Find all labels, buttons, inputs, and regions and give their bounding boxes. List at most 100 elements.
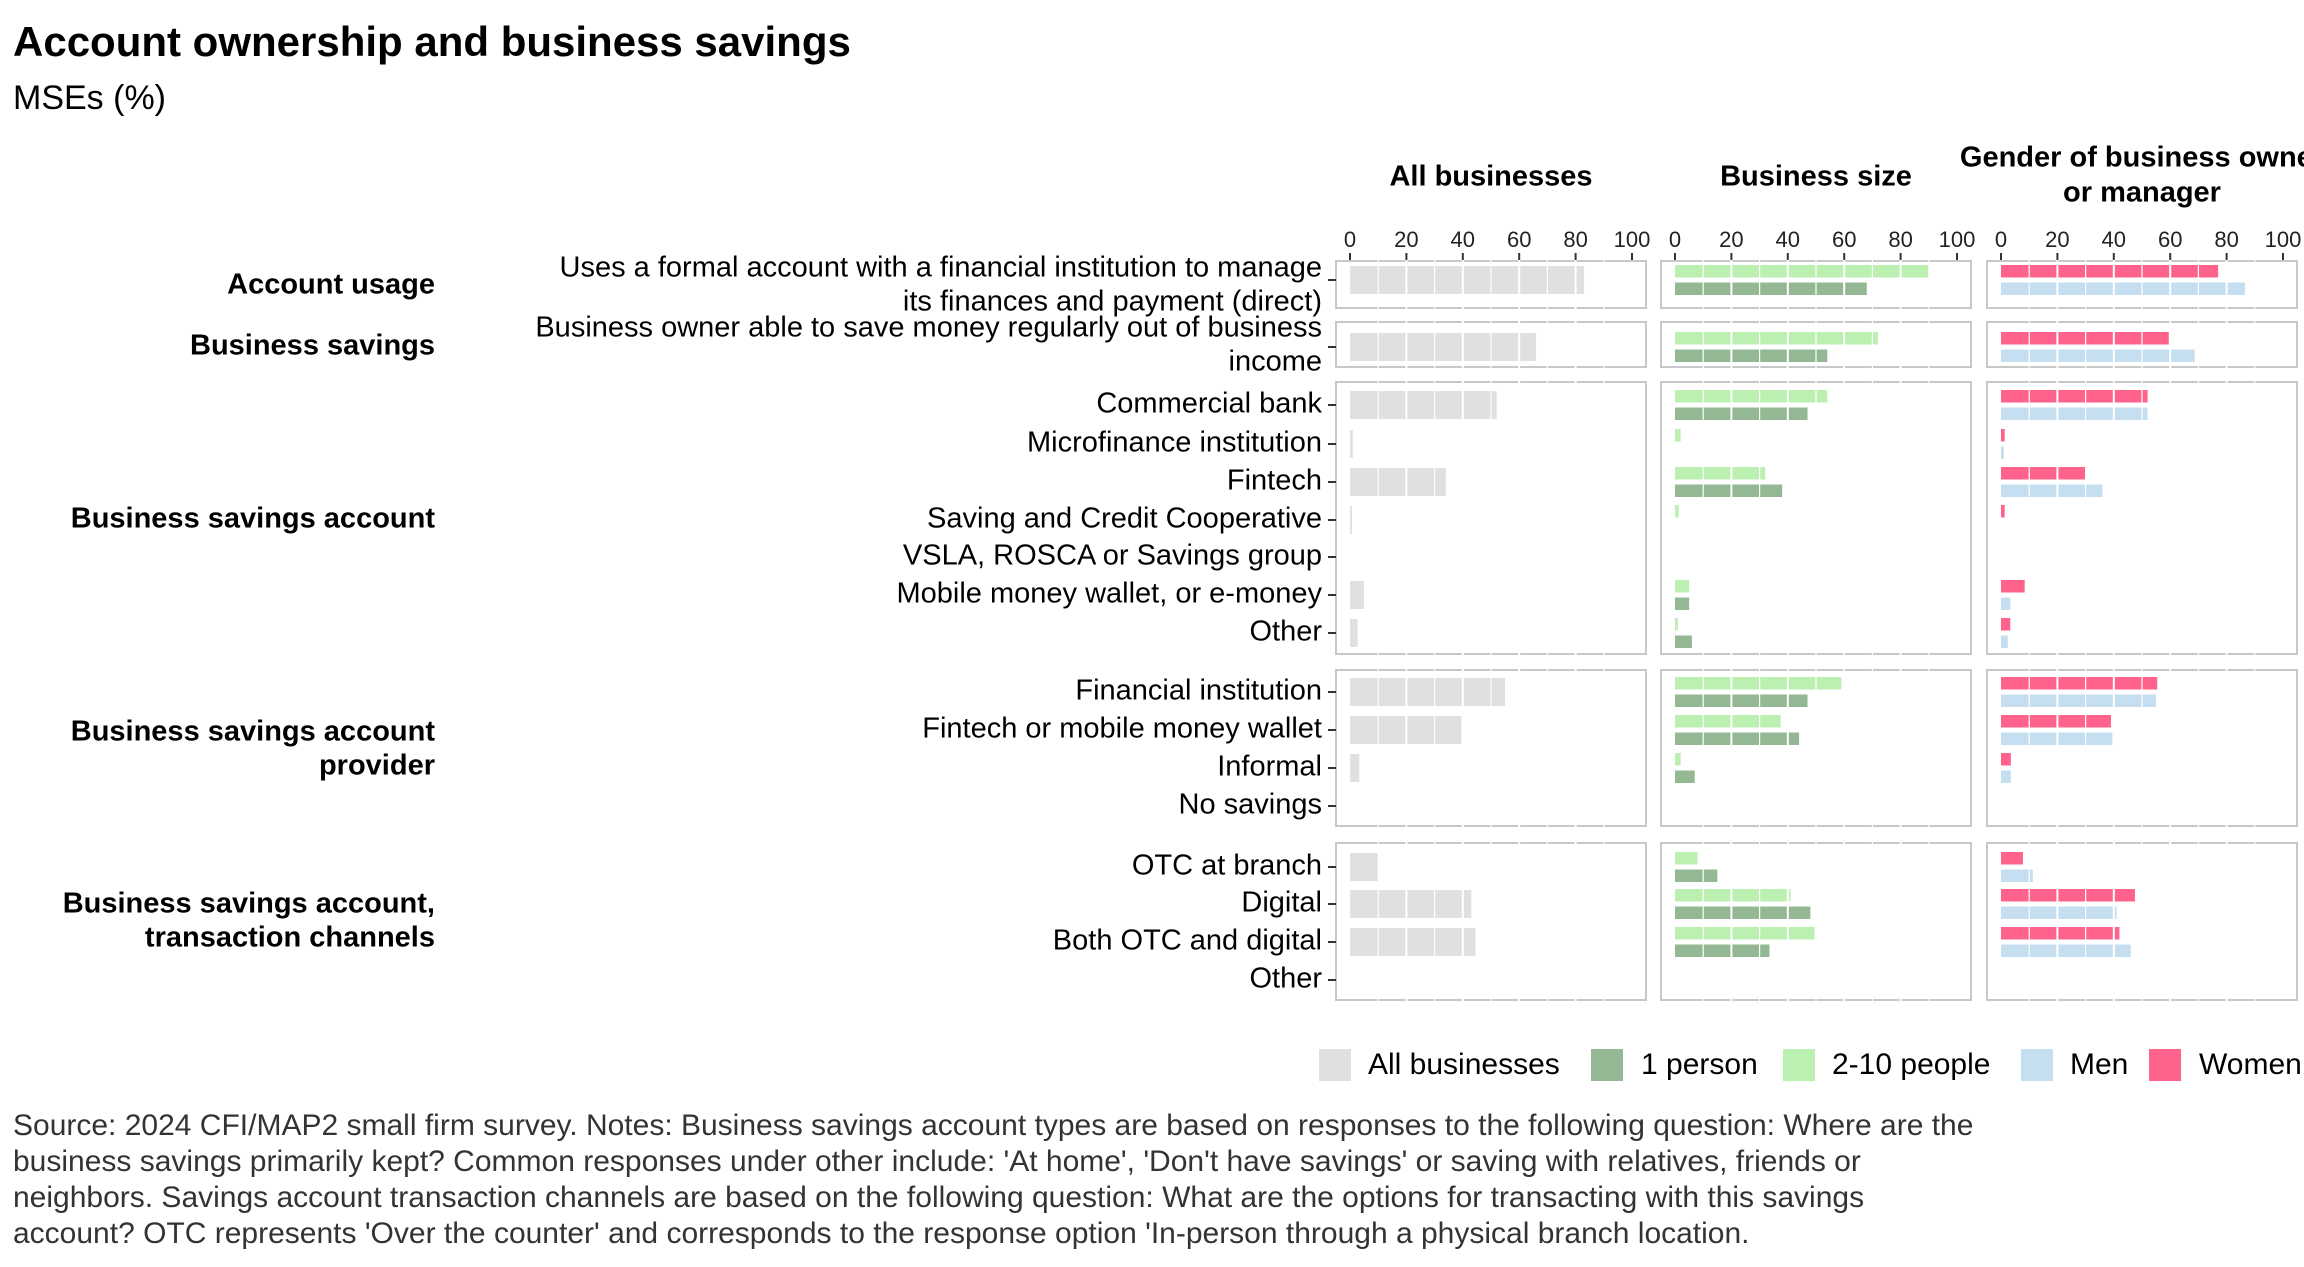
bar-women <box>2001 753 2011 766</box>
bar-2-10-people <box>1675 580 1690 593</box>
x-tick-label: 20 <box>2045 227 2069 252</box>
bar-all-businesses <box>1350 468 1446 496</box>
bar-2-10-people <box>1675 889 1791 902</box>
bar-men <box>2001 694 2157 707</box>
bar-men <box>2001 944 2131 957</box>
bar-men <box>2001 349 2195 362</box>
category-label: Financial institution <box>1075 675 1322 707</box>
x-tick-label: 60 <box>1507 227 1531 252</box>
bar-1-person <box>1675 732 1800 745</box>
bar-all-businesses <box>1350 890 1472 918</box>
group-label: Business savings account <box>71 503 436 535</box>
facet-title: Business size <box>1720 161 1912 193</box>
bar-women <box>2001 580 2025 593</box>
bar-2-10-people <box>1675 852 1698 865</box>
bar-men <box>2001 597 2011 610</box>
bar-women <box>2001 265 2219 278</box>
legend: All businesses 1 person 2-10 people Men Wome… <box>1319 1048 2302 1081</box>
facet-title: Gender of business owner <box>1960 142 2304 174</box>
x-tick-label: 0 <box>1344 227 1356 252</box>
group-label: provider <box>319 750 435 782</box>
bar-women <box>2001 715 2111 728</box>
bar-2-10-people <box>1675 429 1681 442</box>
group-label: transaction channels <box>145 922 435 954</box>
bar-2-10-people <box>1675 265 1929 278</box>
category-label: Mobile money wallet, or e-money <box>896 578 1322 610</box>
bar-2-10-people <box>1675 927 1815 940</box>
bar-1-person <box>1675 944 1770 957</box>
category-label: Saving and Credit Cooperative <box>927 503 1322 535</box>
x-tick-label: 100 <box>1614 227 1651 252</box>
bar-2-10-people <box>1675 332 1879 345</box>
category-label: Uses a formal account with a financial i… <box>560 252 1322 284</box>
bar-1-person <box>1675 694 1808 707</box>
bar-women <box>2001 618 2011 631</box>
legend-label: All businesses <box>1368 1048 1560 1081</box>
facet-title: or manager <box>2063 177 2221 209</box>
bar-men <box>2001 770 2011 783</box>
bar-men <box>2001 906 2117 919</box>
bar-1-person <box>1675 906 1811 919</box>
bar-all-businesses <box>1350 678 1506 706</box>
legend-swatch <box>1591 1049 1623 1081</box>
legend-swatch <box>1319 1049 1351 1081</box>
bar-2-10-people <box>1675 618 1678 631</box>
x-tick-label: 60 <box>2158 227 2182 252</box>
bar-all-businesses <box>1350 928 1476 956</box>
bar-all-businesses <box>1350 754 1360 782</box>
bar-women <box>2001 390 2148 403</box>
x-tick-label: 40 <box>2102 227 2126 252</box>
bar-all-businesses <box>1350 391 1497 419</box>
x-tick-label: 40 <box>1451 227 1475 252</box>
bar-all-businesses <box>1350 853 1379 881</box>
legend-swatch <box>1783 1049 1815 1081</box>
bar-men <box>2001 635 2008 648</box>
x-tick-label: 80 <box>1888 227 1912 252</box>
x-tick-label: 100 <box>2265 227 2302 252</box>
bar-1-person <box>1675 869 1718 882</box>
note-line: account? OTC represents 'Over the counte… <box>13 1217 1750 1250</box>
bar-all-businesses <box>1350 581 1365 609</box>
category-label: Business owner able to save money regula… <box>535 312 1322 344</box>
bar-women <box>2001 889 2135 902</box>
bar-men <box>2001 282 2245 295</box>
note-line: business savings primarily kept? Common … <box>13 1145 1861 1178</box>
bar-women <box>2001 429 2005 442</box>
bar-1-person <box>1675 770 1695 783</box>
group-label: Business savings account, <box>63 888 435 920</box>
x-tick-label: 80 <box>2214 227 2238 252</box>
bar-men <box>2001 446 2004 459</box>
x-tick-label: 60 <box>1832 227 1856 252</box>
bar-women <box>2001 467 2086 480</box>
legend-label: Men <box>2070 1048 2128 1081</box>
x-tick-label: 100 <box>1939 227 1976 252</box>
bar-all-businesses <box>1350 430 1353 458</box>
bar-1-person <box>1675 349 1828 362</box>
chart-subtitle: MSEs (%) <box>13 79 166 117</box>
bar-1-person <box>1675 282 1867 295</box>
bar-2-10-people <box>1675 505 1679 518</box>
bar-all-businesses <box>1350 333 1537 361</box>
bar-2-10-people <box>1675 390 1828 403</box>
source-note: Source: 2024 CFI/MAP2 small firm survey.… <box>13 1109 1973 1250</box>
legend-label: Women <box>2199 1048 2302 1081</box>
bar-women <box>2001 332 2169 345</box>
chart-title: Account ownership and business savings <box>13 18 851 65</box>
x-tick-label: 80 <box>1563 227 1587 252</box>
category-label: Microfinance institution <box>1027 427 1322 459</box>
x-tick-label: 40 <box>1776 227 1800 252</box>
bar-men <box>2001 407 2148 420</box>
bar-all-businesses <box>1350 506 1352 534</box>
category-label: Commercial bank <box>1096 388 1322 420</box>
legend-swatch <box>2021 1049 2053 1081</box>
bar-women <box>2001 927 2120 940</box>
category-label: Both OTC and digital <box>1053 925 1322 957</box>
plot-area: All businesses 0 20 40 60 80 100 Business size 0… <box>63 142 2304 1001</box>
x-tick-label: 0 <box>1669 227 1681 252</box>
bar-1-person <box>1675 484 1783 497</box>
group-label: Account usage <box>227 269 435 301</box>
category-label: Other <box>1249 963 1322 995</box>
legend-swatch <box>2149 1049 2181 1081</box>
bar-1-person <box>1675 597 1690 610</box>
